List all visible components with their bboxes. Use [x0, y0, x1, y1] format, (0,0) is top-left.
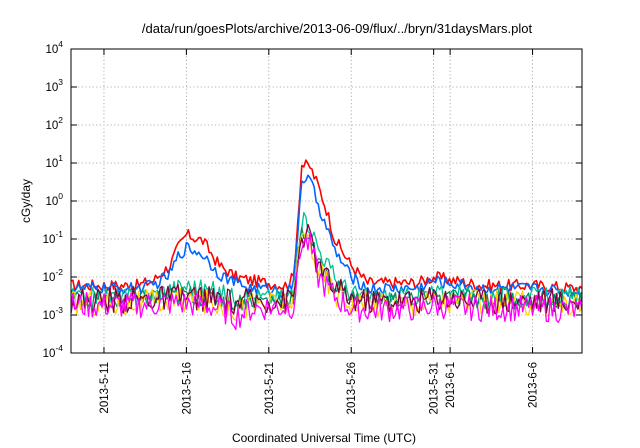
x-axis: 2013-5-11 2013-5-16 2013-5-21 2013-5-26 2013… [99, 49, 540, 414]
y-tick-label: 10-4 [43, 343, 64, 360]
x-tick-label: 2013-6-1 [445, 362, 457, 408]
y-tick-label: 100 [45, 191, 63, 208]
y-tick-label: 104 [45, 39, 63, 56]
y-tick-label: 10-2 [43, 267, 64, 284]
y-tick-label: 102 [45, 115, 63, 132]
y-tick-label: 10-1 [43, 229, 64, 246]
x-tick-label: 2013-5-16 [181, 362, 193, 414]
series-line-1 [70, 159, 583, 295]
x-tick-label: 2013-5-11 [99, 362, 111, 414]
chart-title: /data/run/goesPlots/archive/2013-06-09/f… [142, 21, 533, 36]
grid-lines [71, 49, 582, 353]
x-tick-label: 2013-6-6 [528, 362, 540, 408]
y-axis: 10-4 10-3 10-2 10-1 100 101 102 103 104 [43, 39, 582, 360]
y-tick-label: 101 [45, 153, 63, 170]
series-line-6 [70, 223, 583, 315]
series-layer [70, 159, 583, 331]
y-tick-label: 10-3 [43, 305, 64, 322]
x-tick-label: 2013-5-21 [264, 362, 276, 414]
y-axis-label: cGy/day [19, 179, 33, 223]
y-tick-label: 103 [45, 77, 63, 94]
x-axis-label: Coordinated Universal Time (UTC) [232, 431, 416, 445]
x-tick-label: 2013-5-31 [429, 362, 441, 414]
series-line-2 [70, 174, 583, 298]
series-line-7 [70, 231, 583, 331]
x-tick-label: 2013-5-26 [346, 362, 358, 414]
series-line-3 [70, 212, 583, 308]
